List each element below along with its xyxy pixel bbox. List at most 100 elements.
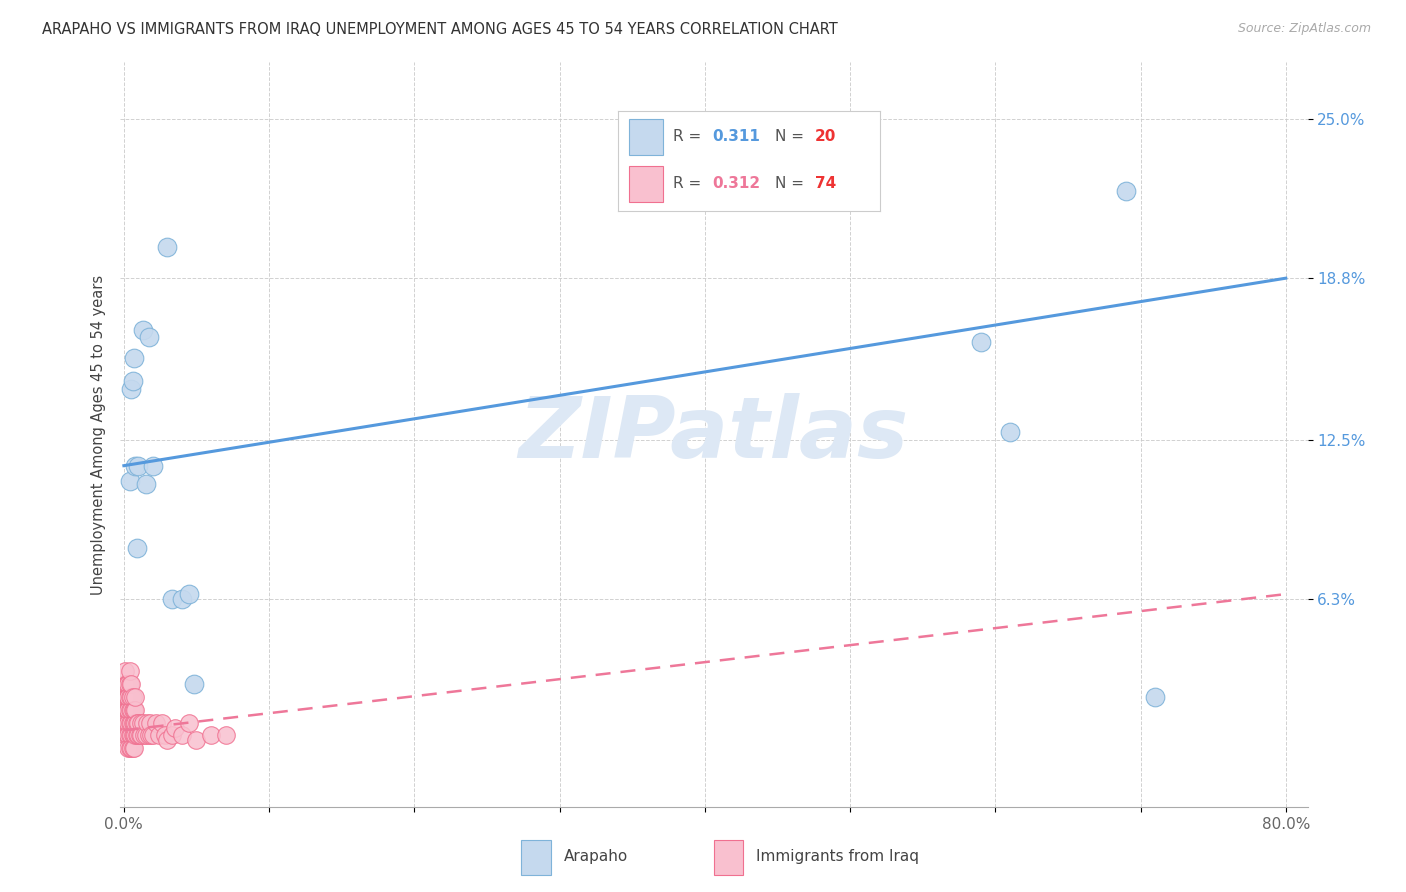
Y-axis label: Unemployment Among Ages 45 to 54 years: Unemployment Among Ages 45 to 54 years bbox=[90, 275, 105, 595]
Text: Immigrants from Iraq: Immigrants from Iraq bbox=[756, 849, 920, 863]
Point bbox=[117, 690, 139, 704]
Text: 74: 74 bbox=[814, 177, 835, 191]
Point bbox=[138, 728, 160, 742]
Point bbox=[132, 715, 155, 730]
FancyBboxPatch shape bbox=[713, 840, 744, 875]
Point bbox=[124, 728, 146, 742]
Text: 20: 20 bbox=[814, 129, 837, 144]
Point bbox=[118, 728, 141, 742]
Point bbox=[128, 728, 150, 742]
Point bbox=[183, 677, 205, 691]
Point bbox=[139, 715, 162, 730]
Point bbox=[136, 715, 159, 730]
Point bbox=[118, 703, 141, 717]
Point bbox=[114, 715, 136, 730]
Point bbox=[120, 741, 142, 756]
Point bbox=[124, 690, 146, 704]
Point bbox=[214, 728, 236, 742]
Point bbox=[118, 474, 141, 488]
Point bbox=[142, 458, 165, 473]
Point bbox=[179, 587, 201, 601]
Point bbox=[115, 690, 138, 704]
Point bbox=[114, 728, 136, 742]
Point bbox=[117, 703, 139, 717]
Point bbox=[1115, 184, 1137, 198]
Point bbox=[129, 728, 152, 742]
Text: ZIPatlas: ZIPatlas bbox=[519, 393, 908, 476]
Point bbox=[115, 728, 138, 742]
Point bbox=[124, 703, 146, 717]
Text: Source: ZipAtlas.com: Source: ZipAtlas.com bbox=[1237, 22, 1371, 36]
Point bbox=[114, 690, 136, 704]
Point bbox=[118, 715, 141, 730]
Point bbox=[120, 728, 142, 742]
Point bbox=[120, 703, 142, 717]
Point bbox=[117, 715, 139, 730]
Point bbox=[120, 690, 142, 704]
Point bbox=[122, 351, 145, 365]
Point bbox=[127, 715, 149, 730]
Point bbox=[115, 677, 138, 691]
Point bbox=[114, 664, 136, 678]
Point bbox=[156, 240, 179, 254]
Point bbox=[127, 458, 149, 473]
Point bbox=[114, 703, 136, 717]
Point bbox=[118, 664, 141, 678]
Point bbox=[124, 715, 146, 730]
Text: 0.312: 0.312 bbox=[713, 177, 761, 191]
Point bbox=[156, 733, 179, 747]
Text: N =: N = bbox=[775, 177, 810, 191]
Point bbox=[125, 541, 148, 555]
FancyBboxPatch shape bbox=[522, 840, 551, 875]
Point bbox=[114, 677, 136, 691]
Point bbox=[122, 728, 145, 742]
Point bbox=[134, 728, 156, 742]
Point bbox=[148, 728, 170, 742]
Point bbox=[125, 715, 148, 730]
Point bbox=[122, 741, 145, 756]
Point bbox=[117, 703, 139, 717]
Point bbox=[115, 715, 138, 730]
Point bbox=[120, 715, 142, 730]
Point bbox=[170, 592, 193, 607]
Point bbox=[117, 741, 139, 756]
FancyBboxPatch shape bbox=[628, 166, 664, 202]
Point bbox=[121, 715, 143, 730]
Point bbox=[120, 677, 142, 691]
Point bbox=[153, 728, 176, 742]
Point bbox=[122, 703, 145, 717]
Point bbox=[125, 728, 148, 742]
Point bbox=[118, 690, 141, 704]
Point bbox=[129, 715, 152, 730]
Point bbox=[115, 677, 138, 691]
Point bbox=[135, 476, 157, 491]
Point bbox=[117, 690, 139, 704]
Point bbox=[163, 721, 186, 735]
Point bbox=[118, 677, 141, 691]
Point bbox=[970, 335, 993, 350]
Point bbox=[124, 458, 146, 473]
Point bbox=[200, 728, 222, 742]
Point bbox=[998, 425, 1021, 440]
Point bbox=[186, 733, 208, 747]
Point bbox=[170, 728, 193, 742]
Text: Arapaho: Arapaho bbox=[564, 849, 628, 863]
Point bbox=[135, 728, 157, 742]
Text: 0.311: 0.311 bbox=[713, 129, 761, 144]
Point bbox=[150, 715, 173, 730]
Point bbox=[118, 741, 141, 756]
FancyBboxPatch shape bbox=[628, 119, 664, 155]
Point bbox=[141, 728, 163, 742]
Text: ARAPAHO VS IMMIGRANTS FROM IRAQ UNEMPLOYMENT AMONG AGES 45 TO 54 YEARS CORRELATI: ARAPAHO VS IMMIGRANTS FROM IRAQ UNEMPLOY… bbox=[42, 22, 838, 37]
Point bbox=[160, 728, 183, 742]
Point bbox=[121, 728, 143, 742]
Point bbox=[1144, 690, 1167, 704]
Point bbox=[121, 690, 143, 704]
Point bbox=[120, 382, 142, 396]
Text: N =: N = bbox=[775, 129, 810, 144]
Point bbox=[142, 728, 165, 742]
Text: R =: R = bbox=[673, 177, 706, 191]
Point bbox=[179, 715, 201, 730]
Text: R =: R = bbox=[673, 129, 706, 144]
Point bbox=[115, 690, 138, 704]
